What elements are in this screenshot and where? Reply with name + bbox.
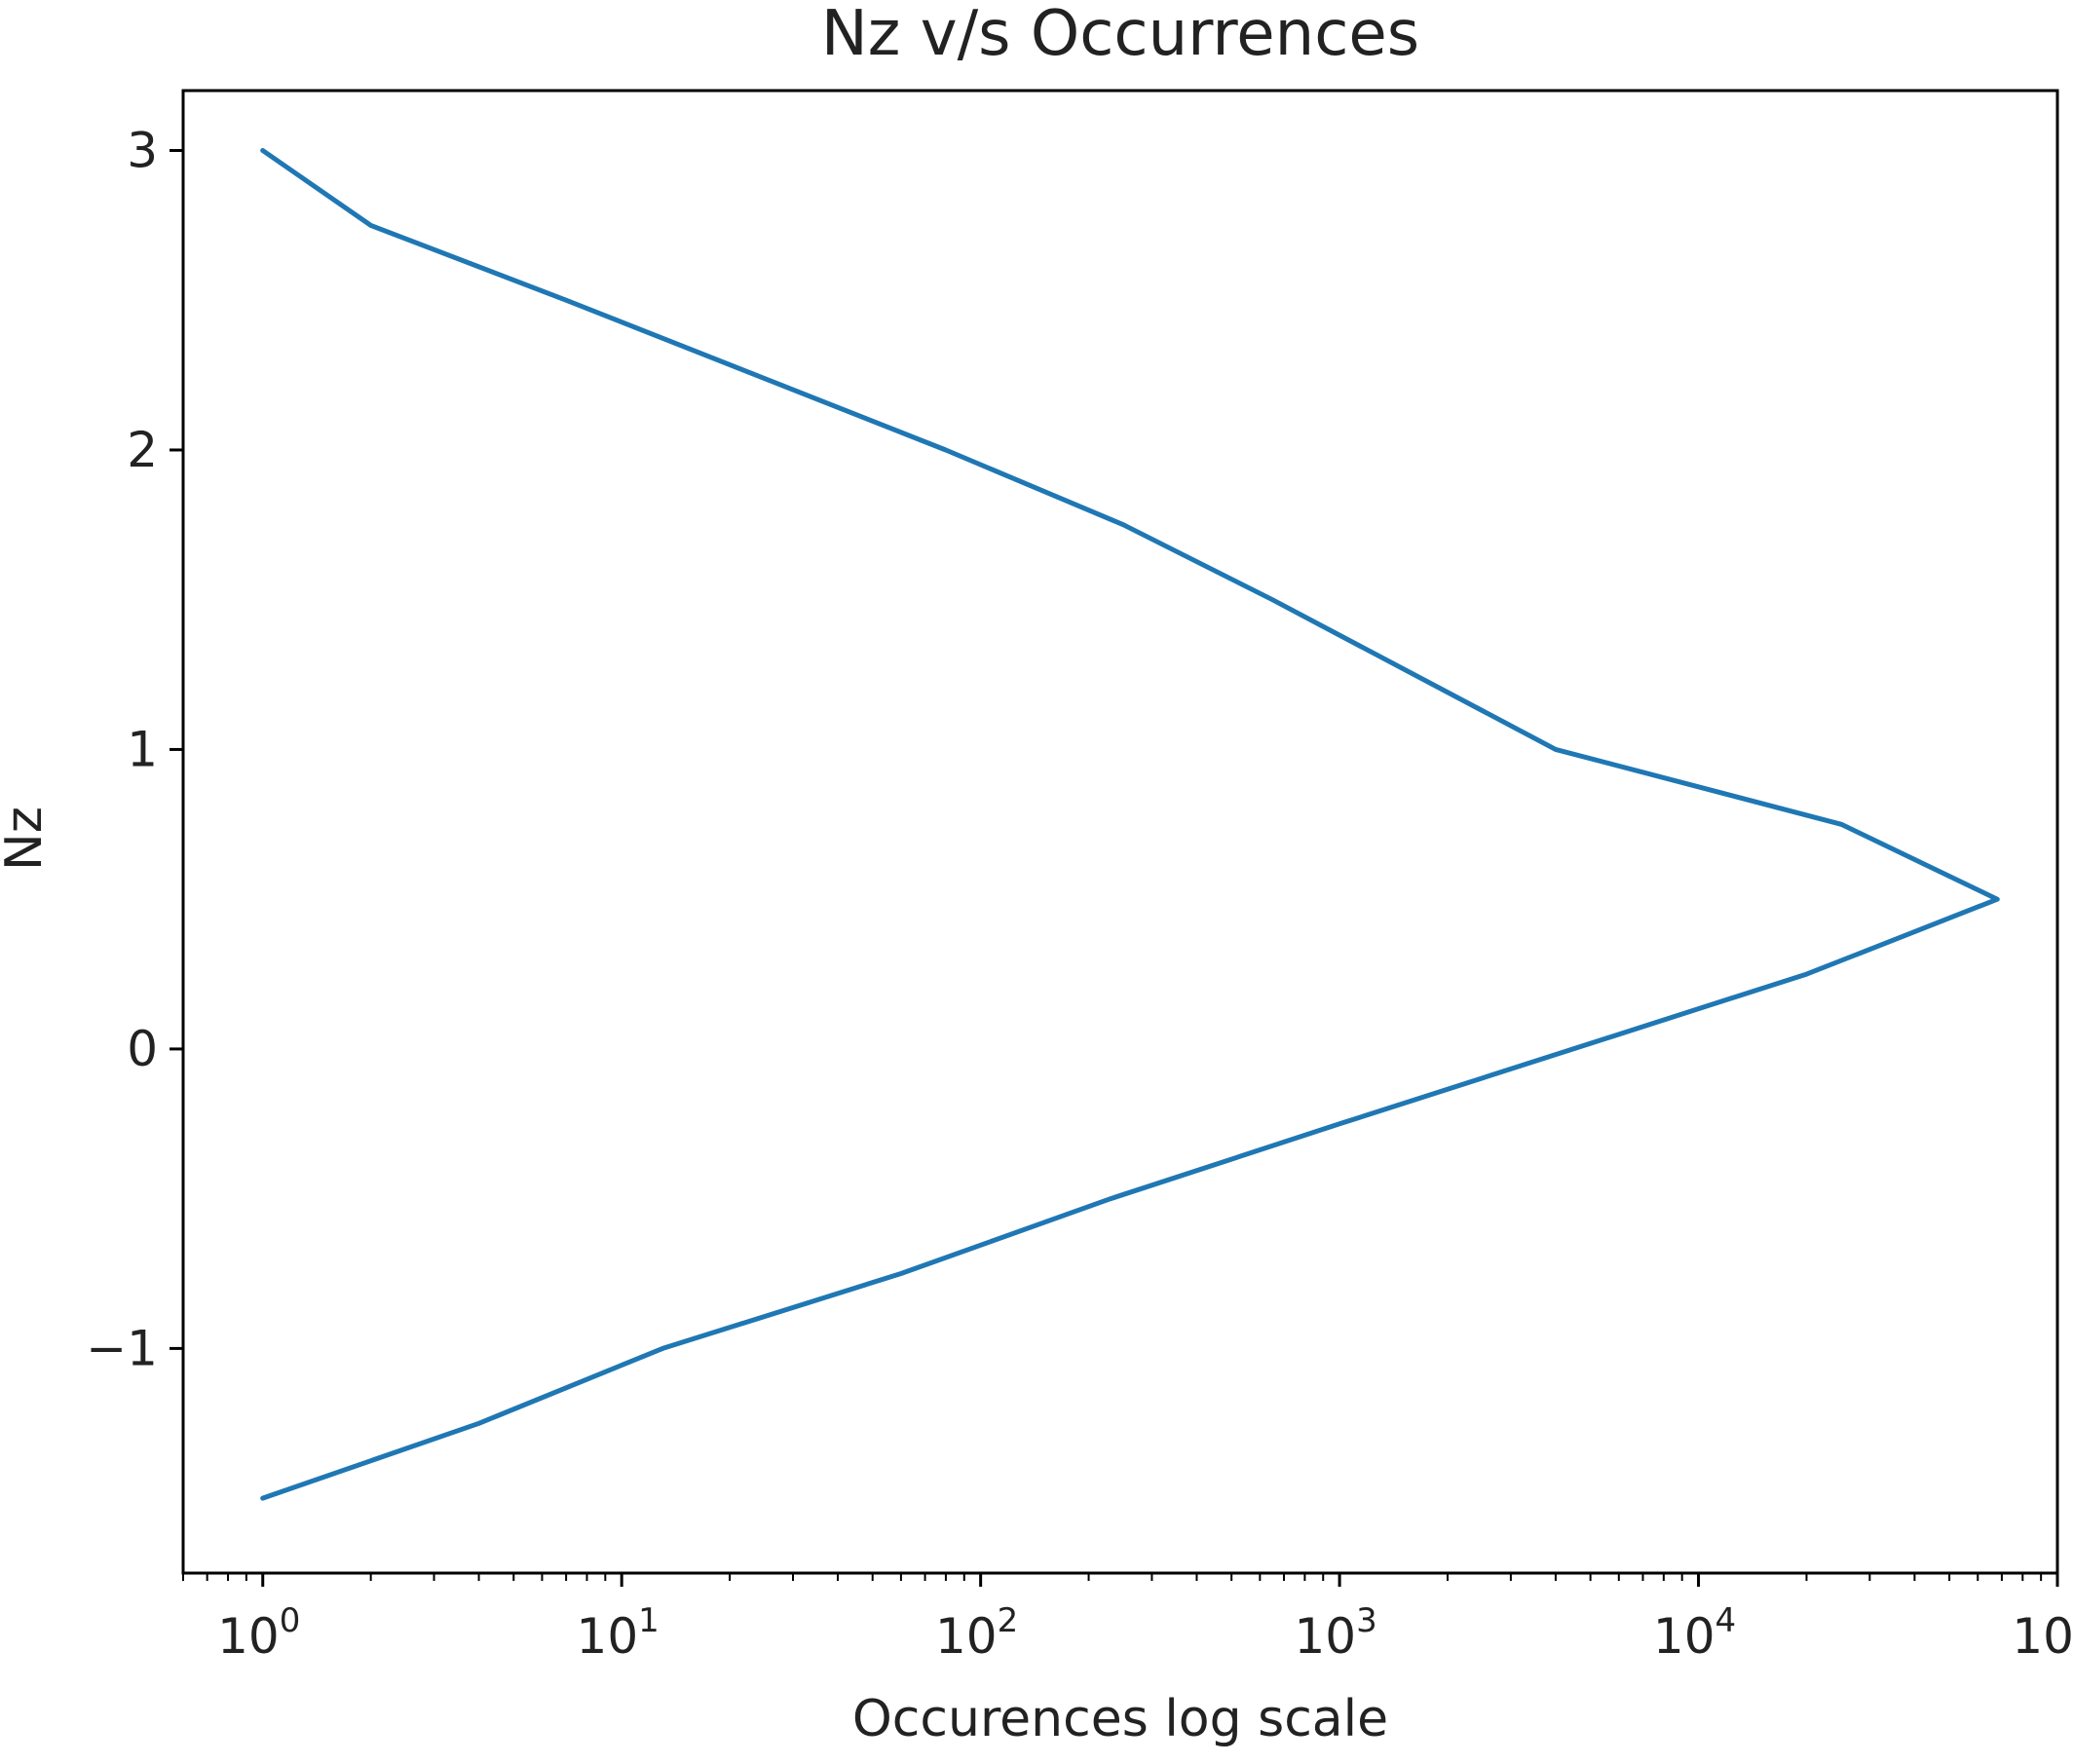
x-tick-label-base: 10 [1653, 1608, 1715, 1665]
y-tick-label: 3 [127, 122, 158, 178]
x-tick-label-base: 10 [217, 1608, 280, 1665]
y-tick-label: 2 [127, 422, 158, 478]
x-tick-label: 102 [935, 1601, 1018, 1665]
x-tick-label-base: 10 [1294, 1608, 1356, 1665]
chart-title: Nz v/s Occurrences [821, 0, 1419, 70]
x-tick-label: 101 [577, 1601, 660, 1665]
x-tick-label: 104 [1653, 1601, 1736, 1665]
x-tick-label-exponent: 4 [1715, 1601, 1737, 1640]
x-tick-label: 105 [2012, 1601, 2073, 1665]
y-tick-label: −1 [86, 1320, 158, 1376]
x-tick-label-base: 10 [577, 1608, 639, 1665]
x-tick-label-base: 10 [2012, 1608, 2073, 1665]
x-tick-label-exponent: 3 [1356, 1601, 1377, 1640]
y-axis-label: Nz [0, 807, 54, 871]
series-line [260, 148, 2000, 1501]
x-tick-label: 100 [217, 1601, 300, 1665]
plot-frame [181, 89, 2059, 1575]
y-tick-label: 0 [127, 1021, 158, 1077]
x-tick-label: 103 [1294, 1601, 1376, 1665]
x-tick-label-exponent: 0 [280, 1601, 301, 1640]
x-tick-label-base: 10 [935, 1608, 998, 1665]
y-tick-label: 1 [127, 721, 158, 777]
x-tick-label-exponent: 1 [638, 1601, 660, 1640]
x-tick-label-exponent: 2 [998, 1601, 1019, 1640]
x-axis-label: Occurences log scale [852, 1690, 1388, 1748]
